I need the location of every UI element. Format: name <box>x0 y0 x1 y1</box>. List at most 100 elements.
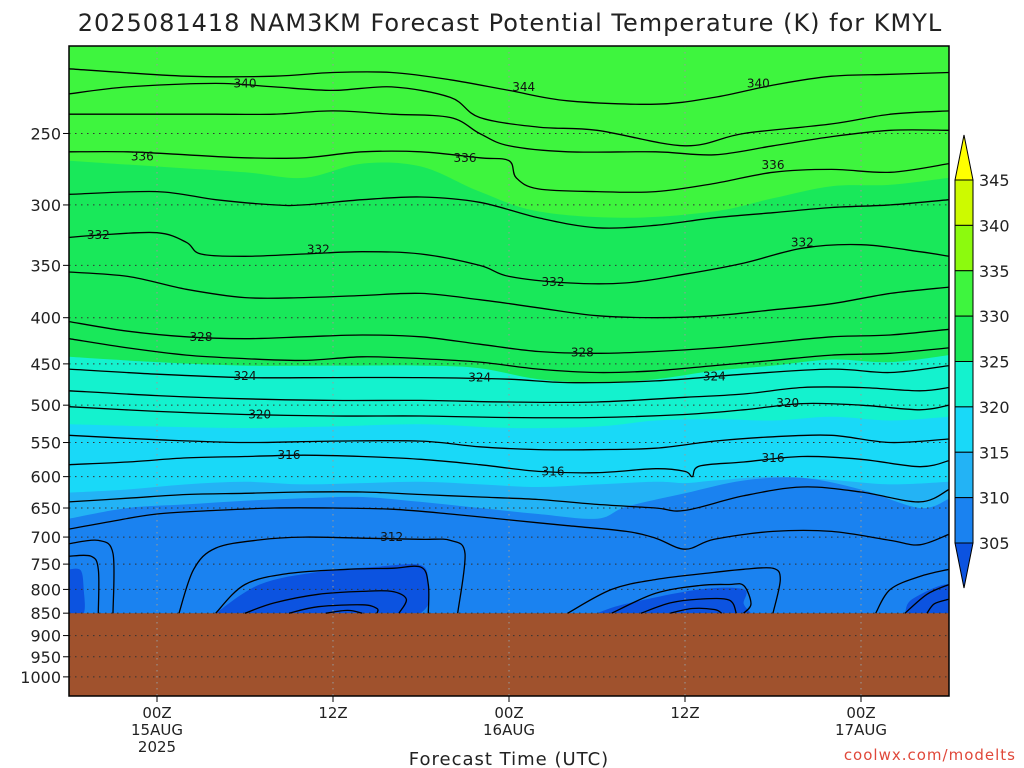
credit-link[interactable]: coolwx.com/modelts <box>844 746 1016 764</box>
contour-340 <box>69 82 949 147</box>
contour-336 <box>69 150 949 193</box>
contour-label-332: 332 <box>542 275 565 289</box>
colorbar-label-335: 335 <box>979 262 1010 281</box>
contour-306 <box>926 598 949 614</box>
contour-label-324: 324 <box>703 370 726 384</box>
colorbar-top-arrow <box>954 134 974 181</box>
contour-338 <box>69 110 949 156</box>
contour-label-324: 324 <box>234 369 257 383</box>
colorbar-label-315: 315 <box>979 443 1010 462</box>
contour-328 <box>69 320 949 354</box>
xtick-label-6-2: 2025 <box>138 738 176 756</box>
colorbar-label-345: 345 <box>979 171 1010 190</box>
xtick-label-6-0: 00Z <box>142 704 171 722</box>
contour-310 <box>69 539 115 614</box>
ytick-label-600: 600 <box>30 468 61 487</box>
contour-304 <box>288 604 379 614</box>
contour-322 <box>69 386 949 404</box>
contour-320 <box>69 402 949 419</box>
colorbar-seg-1 <box>954 224 974 272</box>
xtick-label-42-0: 12Z <box>670 704 699 722</box>
contour-308 <box>904 583 949 614</box>
contour-314 <box>69 486 949 512</box>
contour-lines: 344 340 340 336 336 336 332 332 332 332 328 328 324 3… <box>69 68 949 614</box>
contour-label-332: 332 <box>307 242 330 256</box>
colorbar: 305 310 315 320 325 330 335 340 345 <box>954 134 1010 589</box>
colorbar-seg-7 <box>954 497 974 544</box>
contour-334 <box>69 190 949 229</box>
colorbar-label-305: 305 <box>979 534 1010 553</box>
ytick-label-950: 950 <box>30 648 61 667</box>
chart-title: 2025081418 NAM3KM Forecast Potential Tem… <box>78 9 943 37</box>
ytick-label-1000: 1000 <box>20 668 61 687</box>
contour-label-320: 320 <box>776 396 799 410</box>
contour-label-328: 328 <box>190 330 213 344</box>
colorbar-bottom-arrow <box>954 542 974 589</box>
contour-label-332: 332 <box>87 228 110 242</box>
ytick-label-900: 900 <box>30 627 61 646</box>
contour-label-324: 324 <box>468 371 491 385</box>
xtick-label-54-1: 17AUG <box>835 721 887 739</box>
colorbar-label-320: 320 <box>979 398 1010 417</box>
ytick-label-350: 350 <box>30 256 61 275</box>
contour-label-336: 336 <box>131 149 154 163</box>
colorbar-label-340: 340 <box>979 216 1010 235</box>
ytick-label-750: 750 <box>30 555 61 574</box>
colorbar-label-330: 330 <box>979 307 1010 326</box>
xtick-label-54-0: 00Z <box>846 704 875 722</box>
contour-310 <box>875 568 949 614</box>
contour-label-316: 316 <box>762 451 785 465</box>
colorbar-seg-0 <box>954 179 974 226</box>
contour-332 <box>69 231 949 285</box>
contour-306 <box>640 597 737 614</box>
ytick-label-250: 250 <box>30 124 61 143</box>
ytick-label-500: 500 <box>30 396 61 415</box>
contour-label-336: 336 <box>762 158 785 172</box>
filled-bands <box>69 46 949 696</box>
ground-area <box>69 613 949 696</box>
xtick-label-6-1: 15AUG <box>131 721 183 739</box>
ytick-label-450: 450 <box>30 355 61 374</box>
ytick-label-400: 400 <box>30 309 61 328</box>
band-305-blob-2 <box>597 587 751 614</box>
ytick-label-550: 550 <box>30 434 61 453</box>
contour-308 <box>611 583 752 614</box>
contour-308 <box>215 565 430 614</box>
contour-label-316: 316 <box>278 448 301 462</box>
ground-fill <box>69 613 949 696</box>
contour-326 <box>69 338 949 374</box>
contour-label-340: 340 <box>747 76 770 90</box>
contour-310 <box>178 536 466 614</box>
contour-318 <box>69 434 949 451</box>
colorbar-seg-3 <box>954 315 974 362</box>
colorbar-seg-5 <box>954 406 974 453</box>
band-305-blob-1 <box>215 563 430 614</box>
contour-310 <box>567 566 781 614</box>
xtick-label-30-1: 16AUG <box>483 721 535 739</box>
contour-label-332: 332 <box>791 235 814 249</box>
band-305-blob-3 <box>905 584 949 614</box>
contour-312 <box>69 507 949 550</box>
contour-324 <box>69 364 949 384</box>
ytick-label-850: 850 <box>30 604 61 623</box>
ytick-label-800: 800 <box>30 580 61 599</box>
ytick-label-300: 300 <box>30 196 61 215</box>
contour-302 <box>325 609 363 614</box>
contour-304 <box>670 607 723 614</box>
x-axis-title: Forecast Time (UTC) <box>409 749 609 768</box>
xtick-label-18-0: 12Z <box>318 704 347 722</box>
xtick-label-30-0: 00Z <box>494 704 523 722</box>
contour-316 <box>69 454 949 478</box>
contour-label-312: 312 <box>380 530 403 544</box>
contour-label-336: 336 <box>454 151 477 165</box>
contour-label-340: 340 <box>234 76 257 90</box>
contour-344 <box>69 68 949 105</box>
band-305-blob-0 <box>69 568 85 615</box>
colorbar-label-310: 310 <box>979 489 1010 508</box>
contour-label-328: 328 <box>571 345 594 359</box>
contour-label-316: 316 <box>542 464 565 478</box>
grid-lines <box>69 46 949 696</box>
ytick-label-700: 700 <box>30 528 61 547</box>
